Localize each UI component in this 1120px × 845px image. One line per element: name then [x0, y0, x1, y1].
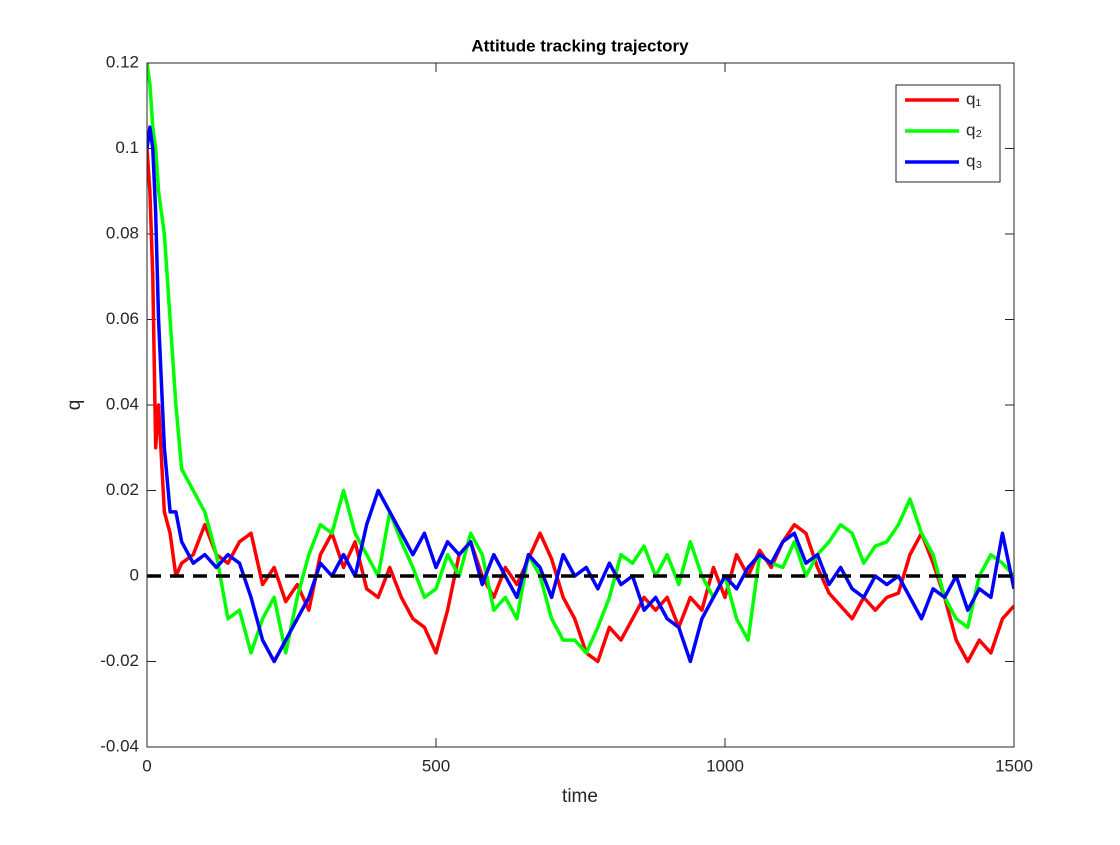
legend-label: q₂ — [966, 120, 982, 139]
x-tick-label: 0 — [142, 756, 151, 775]
x-axis-label: time — [562, 786, 598, 807]
y-tick-label: 0.06 — [106, 309, 139, 328]
y-axis-label: q — [64, 400, 85, 411]
y-tick-label: 0 — [130, 565, 139, 584]
chart-title: Attitude tracking trajectory — [471, 36, 689, 55]
y-tick-label: 0.02 — [106, 480, 139, 499]
legend-label: q₁ — [966, 89, 981, 108]
y-tick-label: -0.02 — [100, 651, 139, 670]
x-tick-label: 1500 — [995, 756, 1033, 775]
y-tick-label: -0.04 — [100, 736, 139, 755]
y-tick-label: 0.1 — [115, 138, 139, 157]
series-line — [147, 148, 1014, 664]
x-tick-label: 1000 — [706, 756, 744, 775]
series-line — [147, 63, 1014, 655]
axes-box — [146, 62, 1015, 748]
legend-label: q₃ — [966, 151, 982, 170]
y-tick-label: 0.04 — [106, 394, 139, 413]
x-tick-label: 500 — [422, 756, 450, 775]
y-tick-label: 0.08 — [106, 223, 139, 242]
y-tick-label: 0.12 — [106, 52, 139, 71]
